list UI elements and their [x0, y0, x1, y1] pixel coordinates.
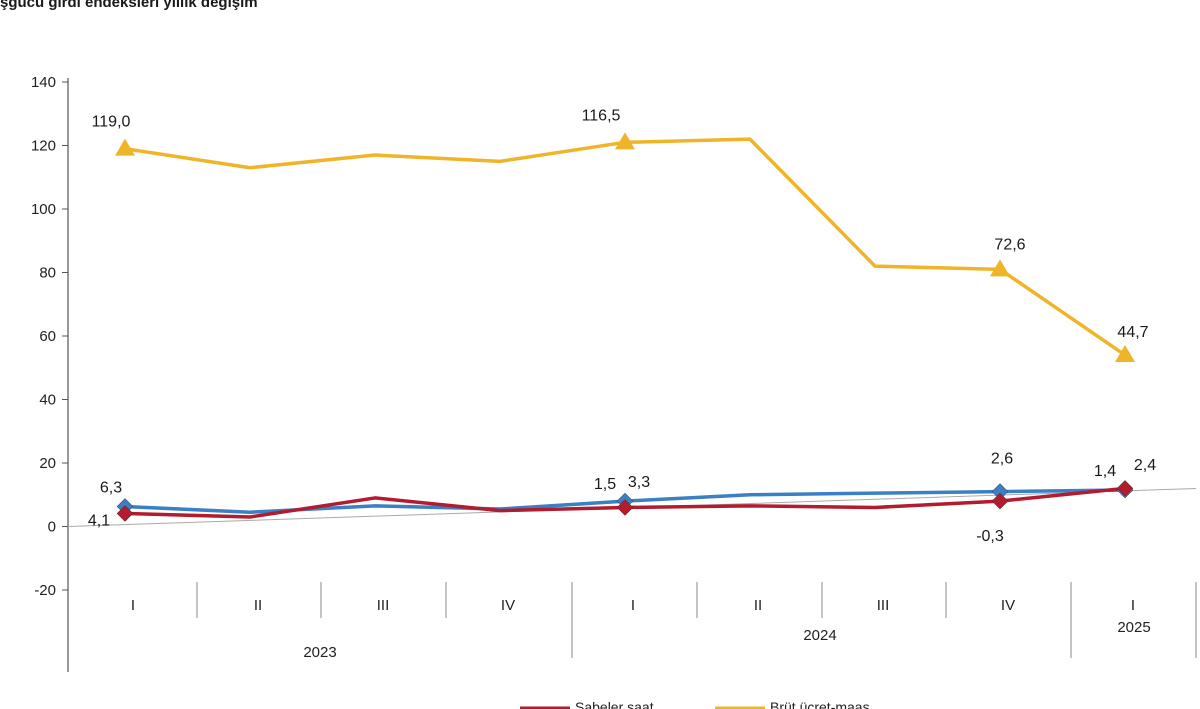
legend: Sabeler saat Brüt ücret-maaş — [520, 699, 870, 709]
x-tick-label: II — [254, 597, 262, 614]
triangle-marker — [615, 132, 635, 150]
chart-title: şgücü girdi endeksleri yıllık değişim — [0, 0, 258, 11]
y-tick-label: 60 — [39, 328, 56, 345]
year-label: 2024 — [803, 627, 836, 644]
y-tick-label: 140 — [31, 74, 56, 91]
x-tick-label: I — [131, 597, 135, 614]
data-label: 1,5 — [594, 476, 616, 493]
y-tick-label: 100 — [31, 201, 56, 218]
data-label: 116,5 — [582, 107, 621, 124]
data-label: 6,3 — [100, 479, 122, 496]
y-tick-label: 20 — [39, 455, 56, 472]
data-label: 2,4 — [1134, 457, 1156, 474]
data-label: 1,4 — [1094, 463, 1116, 480]
y-tick-label: 0 — [48, 519, 56, 536]
triangle-marker — [1115, 345, 1135, 363]
legend-label: Brüt ücret-maaş — [770, 699, 870, 709]
diamond-marker — [616, 499, 634, 516]
data-labels: 119,0 116,5 72,6 44,7 6,3 4,1 1,5 3,3 2,6 -0,3 1,4… — [88, 107, 1156, 545]
y-tick-label: 80 — [39, 265, 56, 282]
x-tick-label: III — [877, 597, 890, 614]
diamond-marker — [116, 505, 134, 522]
diamond-marker — [1116, 480, 1134, 497]
data-label: 72,6 — [994, 236, 1025, 253]
y-tick-label: -20 — [34, 582, 56, 599]
legend-label: Sabeler saat — [575, 699, 654, 709]
year-label: 2023 — [303, 644, 336, 661]
data-label: 44,7 — [1117, 324, 1148, 341]
year-label: 2025 — [1117, 619, 1150, 636]
series-line — [124, 137, 1126, 357]
x-tick-label: I — [631, 597, 635, 614]
x-tick-label: IV — [501, 597, 515, 614]
x-tick-label: IV — [1001, 597, 1015, 614]
triangle-marker — [990, 259, 1010, 277]
data-label: 2,6 — [991, 451, 1013, 468]
triangle-marker — [115, 138, 135, 156]
data-label: -0,3 — [976, 528, 1004, 545]
diamond-marker — [991, 492, 1009, 510]
y-tick-label: 40 — [39, 392, 56, 409]
x-tick-label: II — [754, 597, 762, 614]
data-label: 119,0 — [92, 114, 131, 131]
y-tick-label: 120 — [31, 138, 56, 155]
data-label: 4,1 — [88, 512, 110, 529]
data-label: 3,3 — [628, 474, 650, 491]
x-tick-label: III — [377, 597, 390, 614]
x-tick-label: I — [1131, 597, 1135, 614]
series-layer — [115, 132, 1135, 522]
